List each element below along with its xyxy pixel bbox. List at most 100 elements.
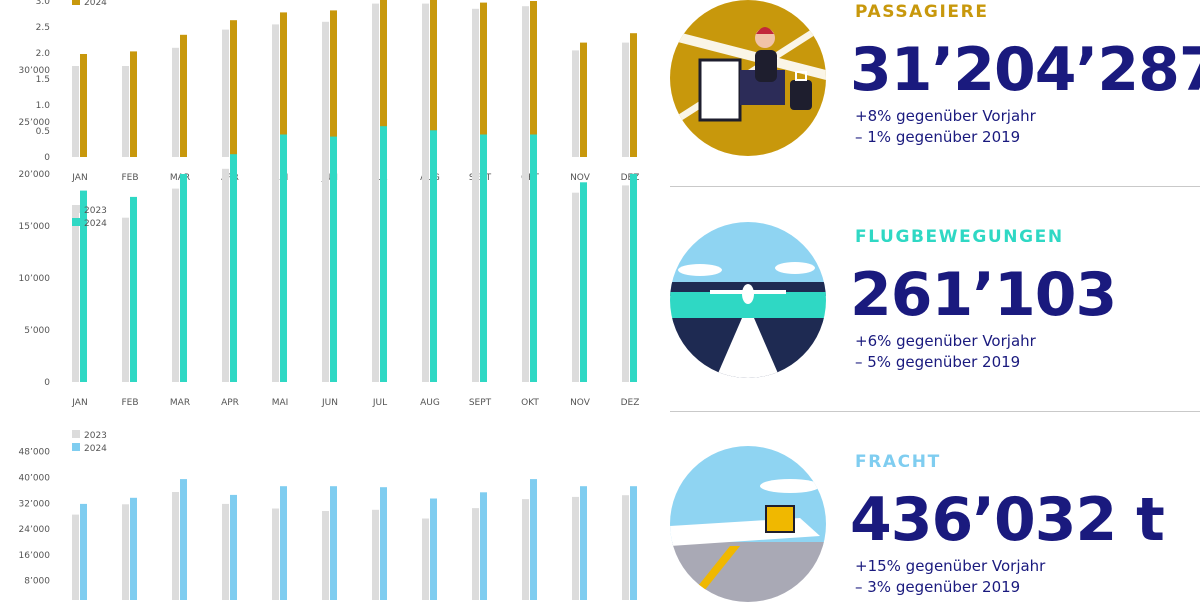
- bar-2024-mai: [280, 486, 287, 600]
- legend-swatch-2023: [72, 430, 80, 438]
- x-tick-label: SEPT: [469, 398, 492, 408]
- y-tick-label: 0: [44, 378, 50, 388]
- bar-2023-sept: [472, 8, 479, 157]
- y-tick-label: 16’000: [19, 551, 51, 561]
- bar-2024-jul: [380, 126, 387, 382]
- bar-2024-jul: [380, 0, 387, 158]
- bar-2024-aug: [430, 130, 437, 382]
- bar-2024-aug: [430, 498, 437, 600]
- y-tick-label: 2.5: [36, 23, 50, 33]
- y-tick-label: 10’000: [19, 274, 51, 284]
- y-tick-label: 5’000: [24, 326, 50, 336]
- bar-2023-jun: [322, 147, 329, 382]
- bar-2024-dez: [630, 486, 637, 600]
- legend-label-2024: 2024: [84, 219, 107, 229]
- bar-2024-okt: [530, 134, 537, 382]
- y-tick-label: 48’000: [19, 448, 51, 458]
- y-tick-label: 40’000: [19, 474, 51, 484]
- bar-2023-feb: [122, 66, 129, 157]
- x-tick-label: OKT: [521, 398, 539, 408]
- bar-2024-jul: [380, 487, 387, 600]
- bar-2023-mai: [272, 151, 279, 382]
- bar-2024-nov: [580, 42, 587, 157]
- y-tick-label: 20’000: [19, 170, 51, 180]
- bar-2024-jan: [80, 54, 87, 157]
- bar-2024-jan: [80, 190, 87, 382]
- bar-2023-aug: [422, 518, 429, 600]
- bar-2023-dez: [622, 495, 629, 600]
- bar-2023-jun: [322, 511, 329, 600]
- fracht-vs-2019: – 3% gegenüber 2019: [855, 578, 1021, 596]
- section-divider: [670, 411, 1200, 412]
- bar-2023-sept: [472, 139, 479, 382]
- x-tick-label: FEB: [121, 398, 138, 408]
- bar-2024-jun: [330, 10, 337, 158]
- y-tick-label: 2.0: [36, 49, 51, 59]
- bar-2024-sept: [480, 492, 487, 600]
- y-tick-label: 15’000: [19, 222, 51, 232]
- y-tick-label: 0: [44, 153, 50, 163]
- bar-2023-mar: [172, 188, 179, 382]
- bar-2023-apr: [222, 29, 229, 158]
- bar-2023-feb: [122, 217, 129, 382]
- legend-label-2024: 2024: [84, 444, 107, 454]
- x-tick-label: JAN: [71, 173, 87, 183]
- bar-2024-jun: [330, 136, 337, 382]
- x-tick-label: JUN: [321, 398, 338, 408]
- passagiere-vs-prev-year: +8% gegenüber Vorjahr: [855, 107, 1036, 125]
- x-tick-label: JUL: [372, 398, 387, 408]
- passagiere-vs-2019: – 1% gegenüber 2019: [855, 128, 1021, 146]
- legend-swatch-2024: [72, 443, 80, 451]
- bar-2024-feb: [130, 497, 137, 600]
- fracht-vs-prev-year: +15% gegenüber Vorjahr: [855, 557, 1046, 575]
- flugbewegungen-vs-prev-year: +6% gegenüber Vorjahr: [855, 332, 1036, 350]
- x-tick-label: JUL: [372, 173, 387, 183]
- bar-2023-jan: [72, 66, 79, 157]
- y-tick-label: 8’000: [24, 577, 50, 587]
- cargo-loading-illustration: [670, 446, 826, 602]
- bar-2024-okt: [530, 1, 537, 157]
- bar-2023-sept: [472, 508, 479, 600]
- bar-2024-dez: [630, 174, 637, 382]
- legend-label-2023: 2023: [84, 431, 107, 441]
- bar-2024-feb: [130, 51, 137, 157]
- x-tick-label: FEB: [121, 173, 138, 183]
- bar-2024-dez: [630, 33, 637, 158]
- bar-2024-nov: [580, 486, 587, 600]
- bar-2023-jul: [372, 135, 379, 382]
- bar-2024-sept: [480, 2, 487, 157]
- bar-2024-mar: [180, 174, 187, 382]
- y-tick-label: 30’000: [19, 66, 51, 76]
- airplane-runway-illustration: [670, 222, 826, 378]
- bar-2024-jun: [330, 486, 337, 600]
- bar-2023-mai: [272, 24, 279, 158]
- bar-2024-mai: [280, 12, 287, 158]
- bar-2023-nov: [572, 192, 579, 382]
- y-tick-label: 25’000: [19, 118, 51, 128]
- bar-2024-okt: [530, 479, 537, 600]
- bar-2023-okt: [522, 137, 529, 382]
- flugbewegungen-vs-2019: – 5% gegenüber 2019: [855, 353, 1021, 371]
- bar-2023-mai: [272, 508, 279, 600]
- x-tick-label: MAI: [272, 398, 289, 408]
- bar-2023-jul: [372, 509, 379, 600]
- x-tick-label: NOV: [570, 398, 591, 408]
- x-tick-label: NOV: [570, 173, 591, 183]
- bar-2024-nov: [580, 182, 587, 382]
- passenger-illustration: [670, 0, 826, 156]
- x-tick-label: JUN: [321, 173, 338, 183]
- bar-2024-apr: [230, 20, 237, 158]
- y-tick-label: 32’000: [19, 499, 51, 509]
- bar-2024-mar: [180, 34, 187, 157]
- passagiere-value: 31’204’287: [850, 35, 1200, 105]
- bar-2024-jan: [80, 503, 87, 600]
- bar-2023-apr: [222, 168, 229, 382]
- bar-2024-apr: [230, 494, 237, 600]
- fracht-title: FRACHT: [855, 452, 941, 472]
- legend-label-2023: 2023: [84, 206, 107, 216]
- bar-2023-dez: [622, 185, 629, 382]
- x-tick-label: JAN: [71, 398, 87, 408]
- section-divider: [670, 186, 1200, 187]
- x-tick-label: AUG: [420, 398, 440, 408]
- bar-2023-mar: [172, 47, 179, 157]
